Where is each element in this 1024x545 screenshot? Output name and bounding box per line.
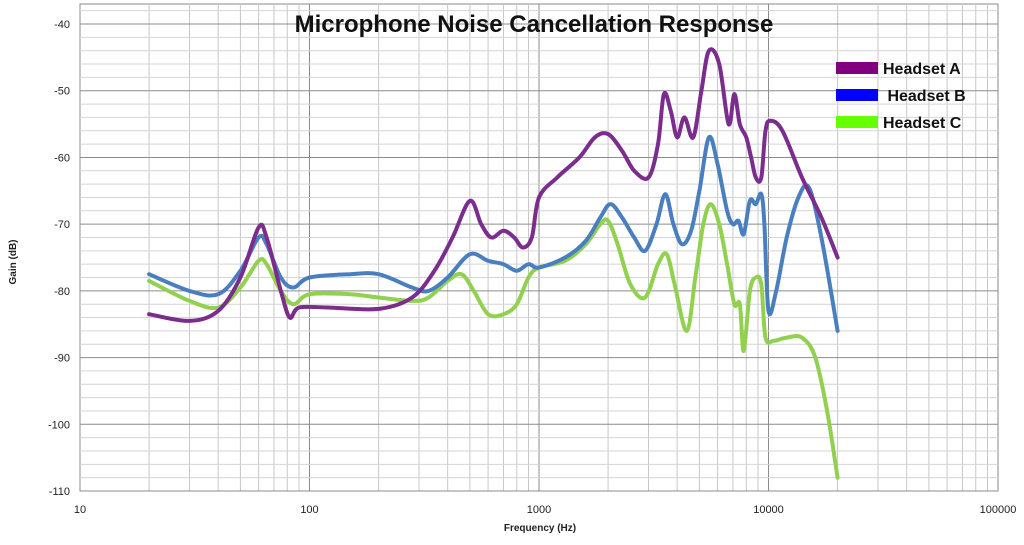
legend-swatch-headset-c [836, 116, 878, 128]
legend: Headset A Headset B Headset C [836, 61, 966, 132]
x-tick-label: 10 [74, 504, 86, 516]
x-tick-label: 1000 [527, 504, 551, 516]
y-tick-label: -90 [54, 353, 70, 365]
series-line-headset-c [147, 202, 840, 480]
series-layer [147, 47, 840, 480]
series-line-headset-a [147, 47, 840, 323]
y-tick-label: -110 [49, 486, 70, 498]
y-tick-label: -70 [54, 219, 70, 231]
legend-label-headset-a: Headset A [883, 61, 961, 78]
grid-lines [79, 4, 998, 492]
y-tick-label: -100 [48, 419, 70, 431]
chart-title: Microphone Noise Cancellation Response [295, 11, 774, 38]
series-line-headset-b [147, 134, 840, 333]
x-tick-label: 100000 [980, 504, 1017, 516]
y-tick-label: -40 [54, 19, 70, 31]
legend-swatch-headset-a [836, 62, 878, 74]
y-tick-label: -60 [54, 152, 70, 164]
y-axis: -110 -100 -90 -80 -70 -60 -50 -40 [48, 19, 70, 498]
x-tick-label: 10000 [753, 504, 784, 516]
legend-swatch-headset-b [836, 89, 878, 101]
y-tick-label: -80 [54, 286, 70, 298]
x-axis: 10 100 1000 10000 100000 [74, 504, 1016, 516]
x-axis-title: Frequency (Hz) [504, 523, 576, 534]
x-tick-label: 100 [300, 504, 318, 516]
legend-label-headset-c: Headset C [883, 115, 962, 132]
y-axis-title: Gain (dB) [8, 240, 19, 285]
legend-label-headset-b: Headset B [883, 88, 966, 105]
y-tick-label: -50 [54, 86, 70, 98]
